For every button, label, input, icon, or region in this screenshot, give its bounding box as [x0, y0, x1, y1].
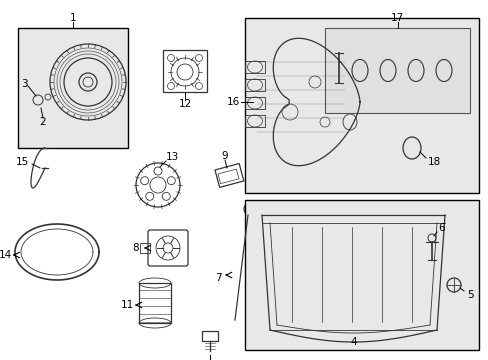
Text: 7: 7: [214, 273, 221, 283]
Text: 3: 3: [20, 79, 27, 89]
Text: 9: 9: [221, 151, 228, 161]
Bar: [244, 200, 478, 350]
Bar: [18, 28, 128, 148]
Bar: [215, 163, 244, 188]
Text: 14: 14: [0, 250, 12, 260]
Text: 15: 15: [15, 157, 29, 167]
Text: 2: 2: [40, 117, 46, 127]
Text: 8: 8: [132, 243, 139, 253]
Bar: [163, 50, 206, 92]
Bar: [244, 97, 264, 109]
Bar: [218, 169, 239, 184]
Text: 12: 12: [178, 99, 191, 109]
Text: 1: 1: [70, 13, 76, 23]
Bar: [139, 283, 171, 323]
Text: 5: 5: [466, 290, 472, 300]
Text: 17: 17: [390, 13, 403, 23]
Text: 6: 6: [438, 223, 445, 233]
Bar: [244, 79, 264, 91]
Text: 11: 11: [120, 300, 133, 310]
Text: 4: 4: [349, 337, 356, 347]
Text: 16: 16: [226, 97, 239, 107]
Text: 18: 18: [427, 157, 440, 167]
Text: 13: 13: [165, 152, 178, 162]
Bar: [202, 331, 218, 341]
Bar: [325, 28, 469, 113]
Bar: [140, 243, 150, 253]
Bar: [244, 115, 264, 127]
Bar: [244, 18, 478, 193]
Bar: [244, 61, 264, 73]
